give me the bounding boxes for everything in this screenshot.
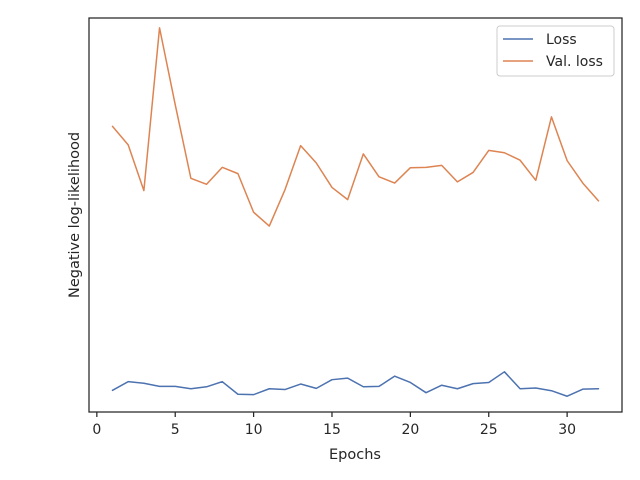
plot-frame [88,17,623,413]
x-tick-label: 10 [245,422,263,438]
x-axis-label: Epochs [329,447,381,463]
legend-label-0: Loss [546,32,577,48]
legend-label-1: Val. loss [546,54,603,70]
x-tick-label: 5 [171,422,180,438]
legend: Loss Val. loss [496,25,615,77]
plot-area [89,18,622,412]
x-tick-label: 25 [480,422,498,438]
series-line-1 [111,27,600,227]
x-axis-ticks: 0 5 10 15 20 25 30 [92,412,576,438]
series-line-0 [111,371,600,397]
y-axis-label: Negative log-likelihood [67,132,83,298]
x-tick-label: 30 [558,422,576,438]
x-tick-label: 20 [401,422,419,438]
x-tick-label: 15 [323,422,341,438]
x-tick-label: 0 [92,422,101,438]
series-layer [111,27,600,397]
